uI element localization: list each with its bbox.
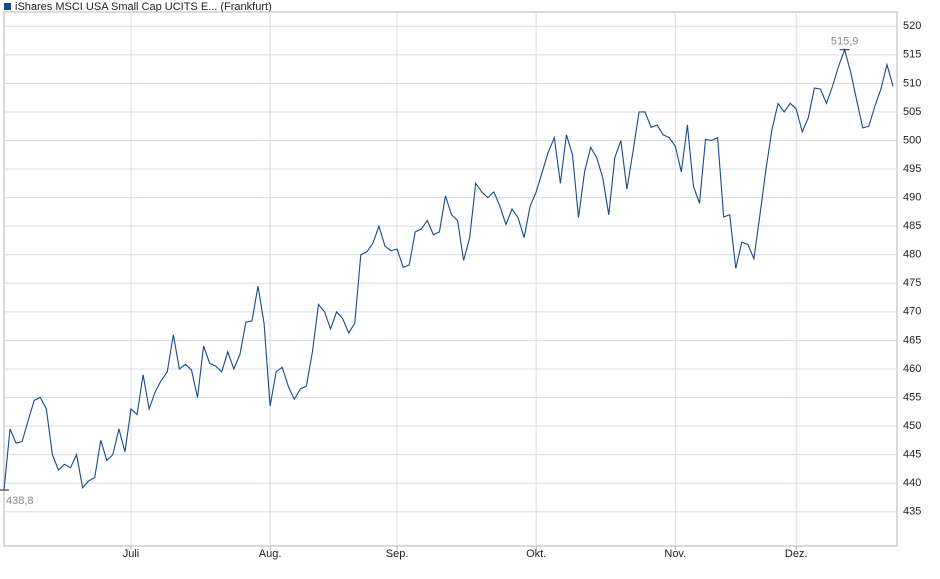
y-tick-label: 485 [903,220,921,232]
x-tick-label: Dez. [785,548,808,560]
y-tick-label: 505 [903,106,921,118]
y-tick-label: 500 [903,134,921,146]
y-tick-label: 465 [903,334,921,346]
y-tick-label: 520 [903,20,921,32]
x-tick-label: Nov. [664,548,686,560]
y-tick-label: 475 [903,277,921,289]
x-tick-label: Sep. [386,548,409,560]
legend-swatch [4,3,11,10]
y-tick-label: 495 [903,163,921,175]
y-tick-label: 460 [903,363,921,375]
x-tick-label: Juli [123,548,140,560]
legend-label: iShares MSCI USA Small Cap UCITS E... (F… [15,1,272,13]
y-tick-label: 435 [903,506,921,518]
y-tick-label: 515 [903,49,921,61]
y-tick-label: 445 [903,449,921,461]
x-tick-label: Okt. [526,548,546,560]
annotation: 515,9 [831,36,859,48]
x-tick-label: Aug. [259,548,282,560]
y-tick-label: 455 [903,391,921,403]
y-tick-label: 490 [903,192,921,204]
y-tick-label: 450 [903,420,921,432]
annotation: 438,8 [6,495,34,507]
y-tick-label: 440 [903,477,921,489]
line-series [3,47,894,491]
y-tick-label: 470 [903,306,921,318]
y-tick-label: 480 [903,249,921,261]
plot-frame [3,11,898,547]
y-tick-label: 510 [903,77,921,89]
